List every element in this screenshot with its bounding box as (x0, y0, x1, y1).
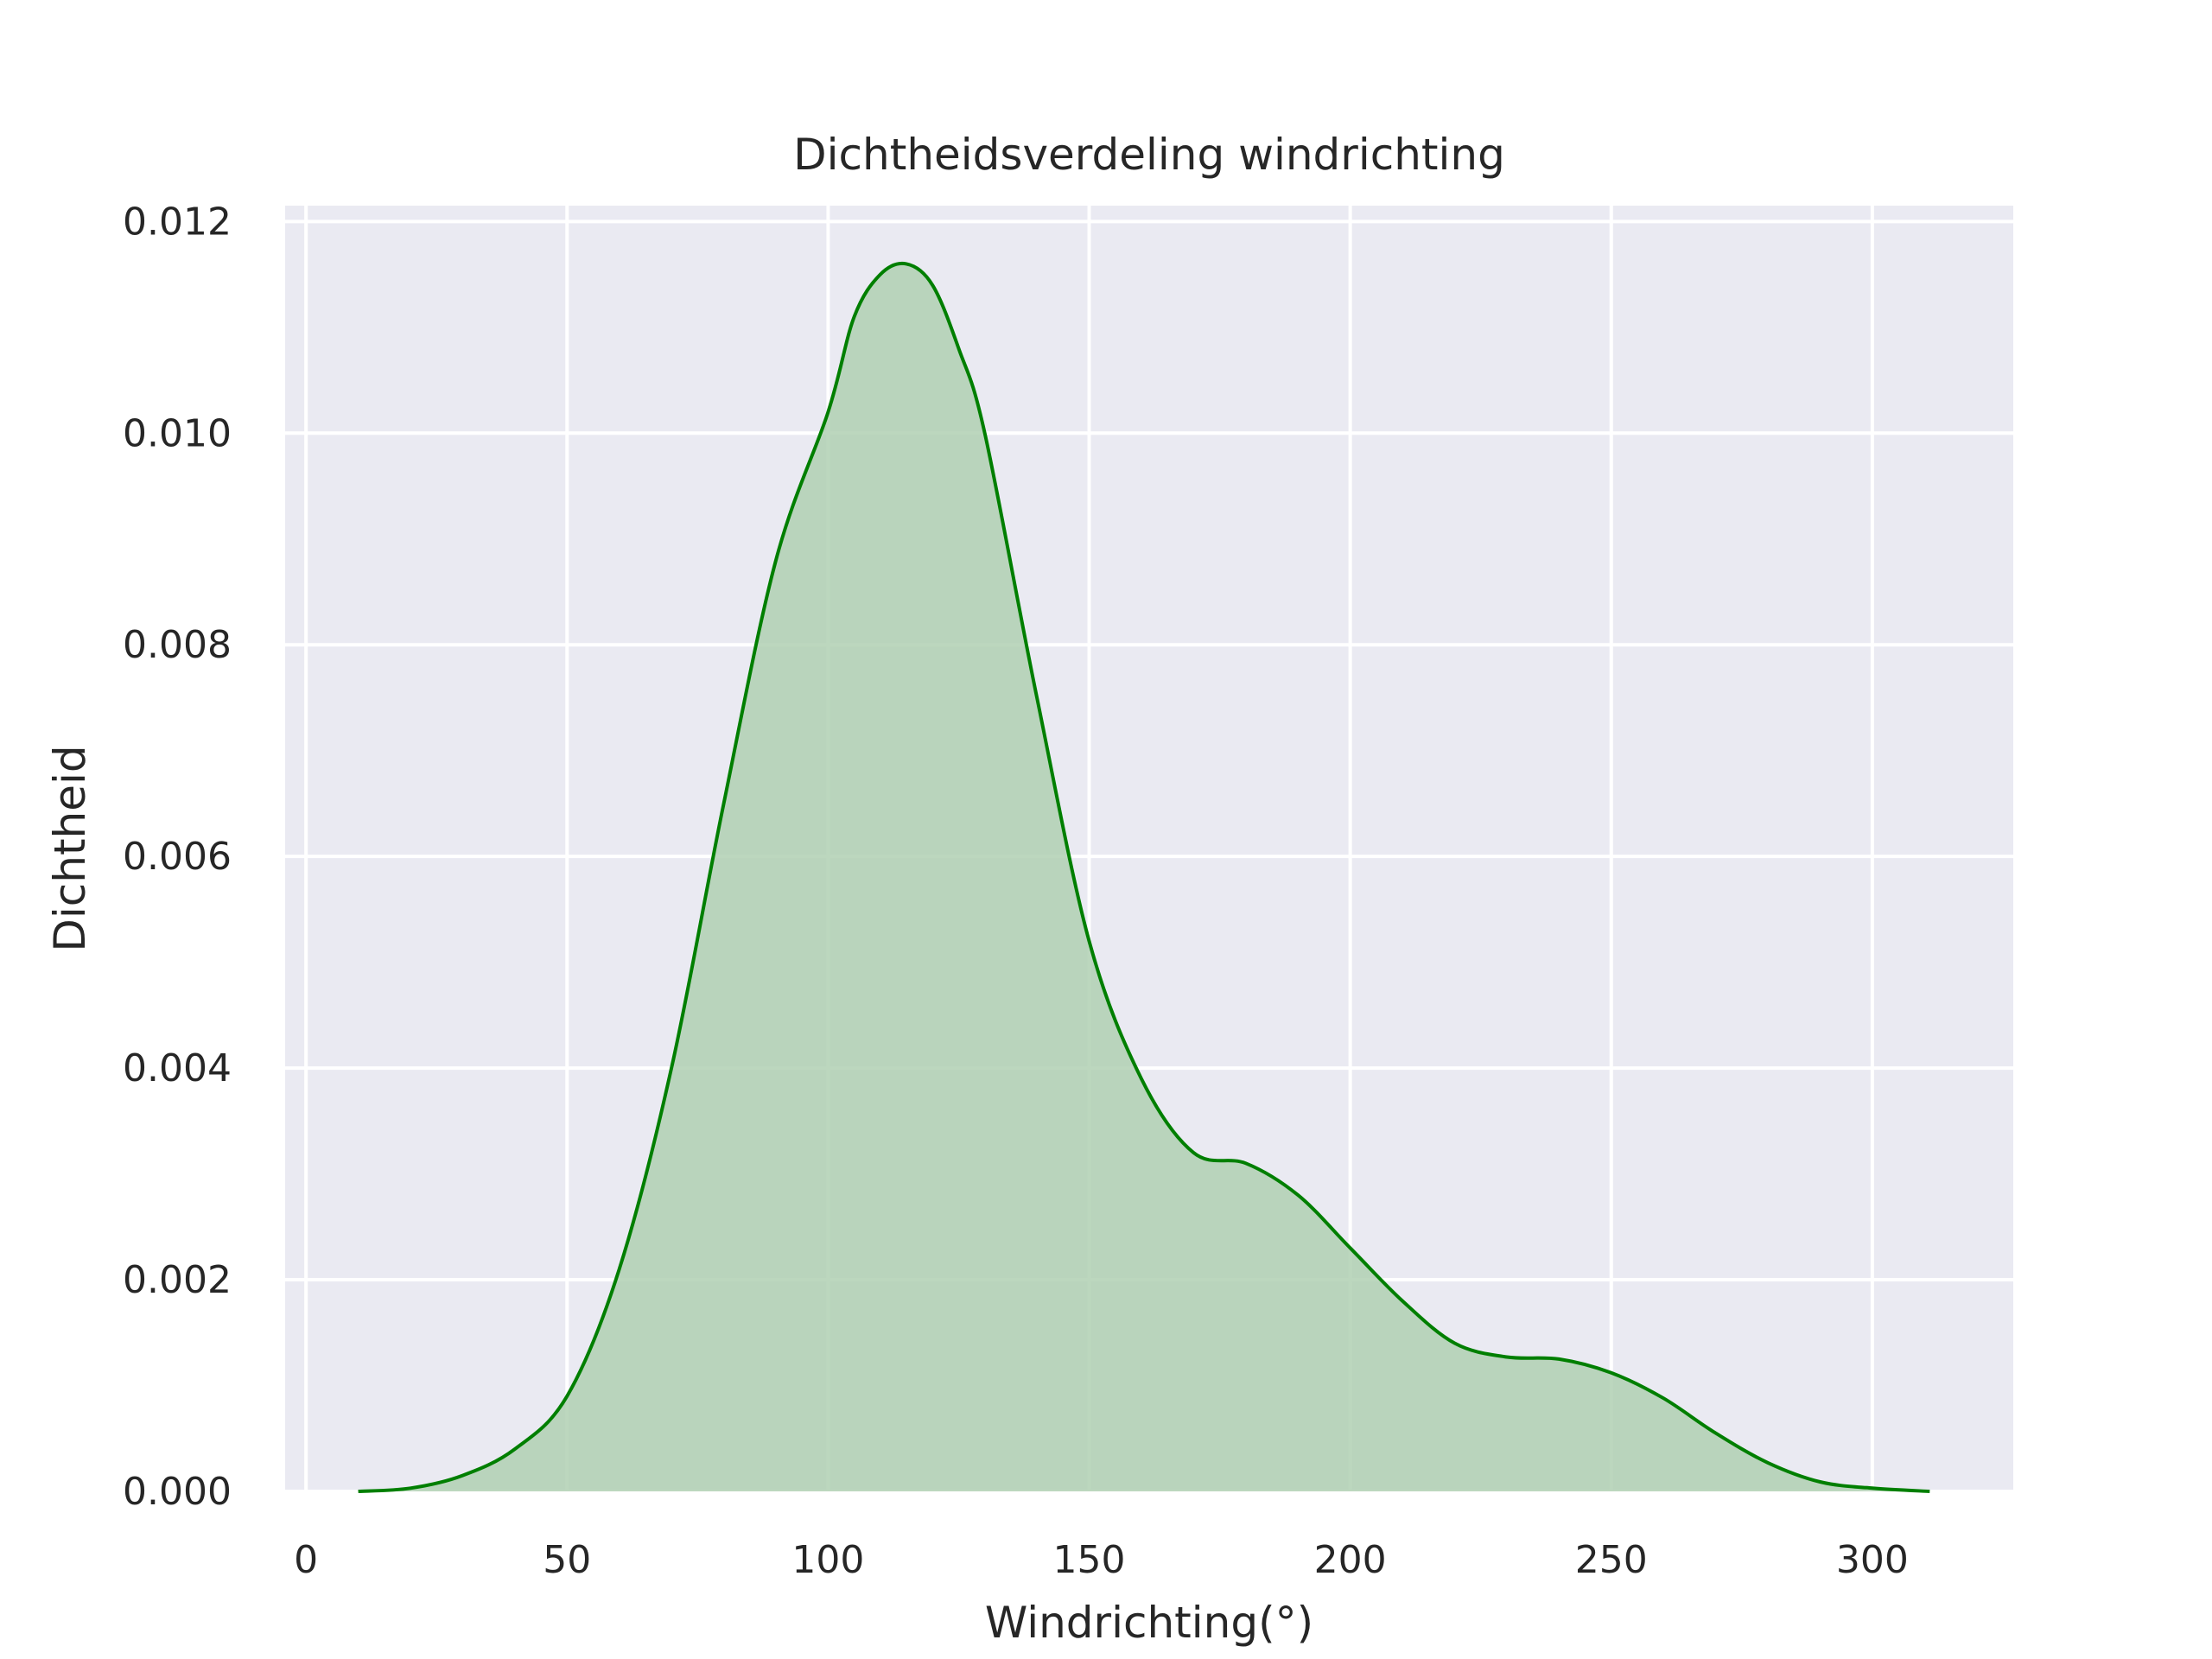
y-tick-label: 0.002 (123, 1258, 232, 1302)
x-tick-label: 0 (294, 1538, 318, 1582)
y-tick-label: 0.012 (123, 200, 232, 244)
y-tick-label: 0.008 (123, 623, 232, 667)
x-tick-label: 150 (1053, 1538, 1126, 1582)
x-tick-labels: 0 50 100 150 200 250 300 (294, 1538, 1909, 1582)
density-area (358, 263, 1930, 1492)
y-axis-label: Dichtheid (45, 745, 95, 951)
y-tick-label: 0.000 (123, 1470, 232, 1514)
x-tick-label: 50 (543, 1538, 591, 1582)
y-tick-labels: 0.000 0.002 0.004 0.006 0.008 0.010 0.012 (123, 200, 232, 1514)
x-tick-label: 300 (1836, 1538, 1909, 1582)
chart-title: Dichtheidsverdeling windrichting (793, 130, 1505, 180)
y-tick-label: 0.010 (123, 411, 232, 455)
x-tick-label: 250 (1575, 1538, 1648, 1582)
x-tick-label: 100 (791, 1538, 864, 1582)
y-tick-label: 0.006 (123, 835, 232, 879)
density-line (358, 261, 1930, 1493)
x-axis-label: Windrichting(°) (985, 1598, 1313, 1648)
y-tick-label: 0.004 (123, 1046, 232, 1090)
x-tick-label: 200 (1314, 1538, 1387, 1582)
